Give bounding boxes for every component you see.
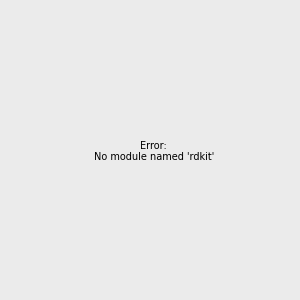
Text: Error:
No module named 'rdkit': Error: No module named 'rdkit' (94, 141, 214, 162)
